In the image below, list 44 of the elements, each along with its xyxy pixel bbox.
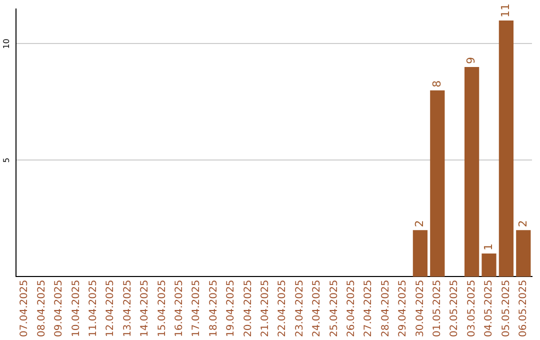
bar (482, 253, 496, 277)
bar (412, 230, 428, 277)
y-tick-label: 5 (2, 158, 12, 163)
bar (430, 90, 445, 277)
x-tick-label: 07.04.2025 (19, 280, 30, 338)
x-tick-label: 20.04.2025 (242, 280, 254, 338)
x-tick-label: 26.04.2025 (346, 280, 357, 338)
x-tick-label: 18.04.2025 (208, 280, 220, 338)
bar (516, 230, 531, 277)
x-tick-label: 05.05.2025 (500, 280, 512, 338)
bar (464, 67, 480, 277)
data-label: 2 (413, 220, 426, 228)
x-tick-label: 14.04.2025 (140, 280, 151, 338)
x-tick-label: 21.04.2025 (260, 280, 271, 338)
data-label: 2 (516, 220, 530, 228)
x-tick-label: 29.04.2025 (398, 280, 409, 338)
x-tick-label: 10.04.2025 (70, 280, 82, 338)
data-label: 11 (499, 3, 512, 18)
x-tick-label: 08.04.2025 (36, 280, 48, 338)
x-tick-label: 23.04.2025 (294, 280, 306, 338)
x-tick-label: 13.04.2025 (122, 280, 134, 338)
bar (498, 20, 514, 277)
data-label: 8 (430, 80, 444, 88)
x-tick-label: 03.05.2025 (466, 280, 478, 338)
x-tick-label: 16.04.2025 (174, 280, 185, 338)
x-tick-label: 09.04.2025 (54, 280, 65, 338)
x-tick-label: 02.05.2025 (449, 280, 460, 338)
x-tick-label: 04.05.2025 (484, 280, 495, 338)
x-tick-label: 30.04.2025 (414, 280, 426, 338)
data-label: 9 (464, 57, 478, 64)
x-tick-label: 28.04.2025 (380, 280, 392, 338)
x-tick-label: 22.04.2025 (277, 280, 288, 338)
data-label: 1 (482, 243, 495, 250)
x-tick-label: 12.04.2025 (105, 280, 116, 338)
x-tick-label: 06.05.2025 (518, 280, 529, 338)
x-tick-label: 27.04.2025 (363, 280, 374, 338)
x-tick-label: 24.04.2025 (312, 280, 323, 338)
x-tick-label: 15.04.2025 (156, 280, 168, 338)
x-tick-label: 17.04.2025 (191, 280, 202, 338)
x-tick-label: 11.04.2025 (88, 280, 99, 338)
x-tick-label: 01.05.2025 (432, 280, 443, 338)
x-tick-label: 19.04.2025 (226, 280, 237, 338)
x-tick-label: 25.04.2025 (328, 280, 340, 338)
y-tick-label: 10 (2, 38, 12, 49)
